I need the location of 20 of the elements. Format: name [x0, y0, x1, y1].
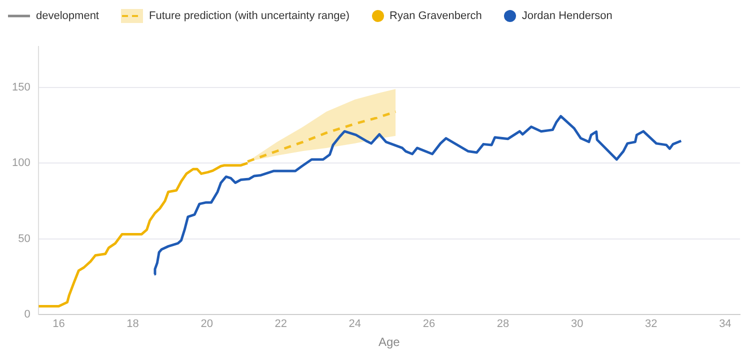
line-series: [246, 110, 397, 163]
x-tick-label: 28: [496, 318, 510, 330]
x-tick-label: 18: [126, 318, 139, 330]
x-tick-label: 22: [274, 318, 287, 330]
x-tick-label: 32: [645, 318, 658, 330]
x-tick-label: 30: [570, 318, 584, 330]
y-tick-label: 100: [12, 157, 30, 170]
y-tick-label: 50: [18, 232, 30, 245]
y-tick-label: 0: [24, 308, 30, 320]
x-tick-label: 24: [348, 318, 362, 330]
legend-label: Future prediction (with uncertainty range): [149, 10, 350, 22]
x-tick-label: 34: [719, 318, 732, 330]
x-tick-label: 20: [200, 318, 213, 330]
x-tick-label: 16: [52, 318, 65, 330]
x-tick-label: 26: [422, 318, 436, 330]
y-tick-label: 150: [12, 81, 30, 94]
x-axis-title: Age: [378, 335, 400, 350]
legend-label: Ryan Gravenberch: [390, 10, 482, 22]
text: development: [36, 10, 99, 22]
legend-label: Jordan Henderson: [522, 10, 612, 22]
